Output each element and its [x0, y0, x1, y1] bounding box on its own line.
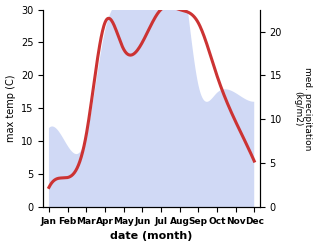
- X-axis label: date (month): date (month): [110, 231, 193, 242]
- Y-axis label: max temp (C): max temp (C): [5, 75, 16, 142]
- Y-axis label: med. precipitation
(kg/m2): med. precipitation (kg/m2): [293, 67, 313, 150]
